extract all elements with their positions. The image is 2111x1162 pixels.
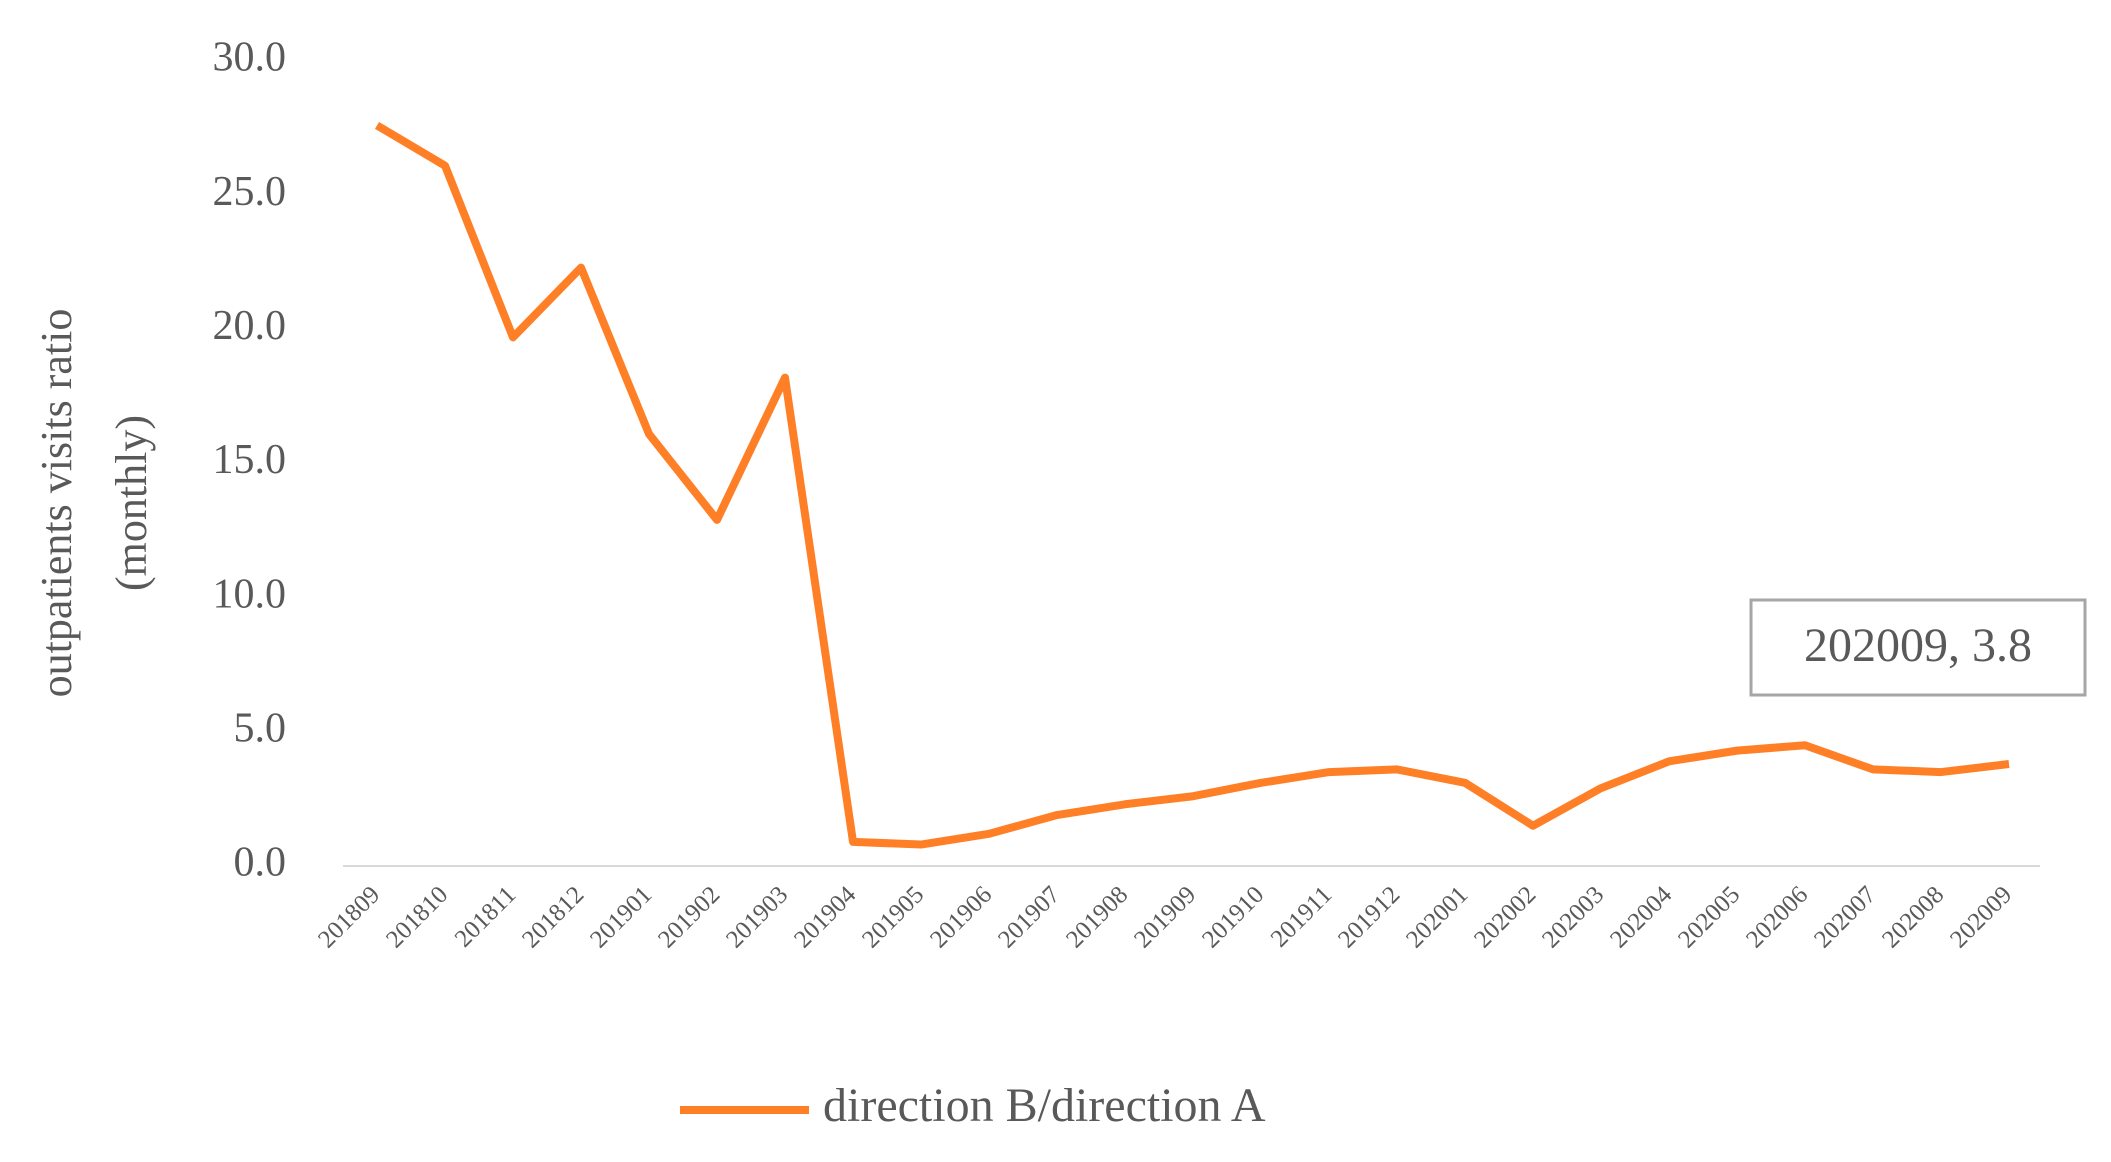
y-tick-label: 30.0 <box>213 35 287 81</box>
x-tick-label: 201907 <box>993 881 1065 953</box>
x-tick-label: 201905 <box>857 881 929 953</box>
x-tick-label: 202006 <box>1741 881 1813 953</box>
y-tick-label: 0.0 <box>234 840 287 886</box>
x-tick-label: 201902 <box>653 881 725 953</box>
x-tick-label: 201904 <box>789 881 861 953</box>
x-tick-label: 201906 <box>925 881 997 953</box>
x-tick-label: 201901 <box>585 881 657 953</box>
x-tick-label: 202002 <box>1469 881 1541 953</box>
legend-label: direction B/direction A <box>823 1079 1266 1132</box>
x-tick-label: 201810 <box>381 881 453 953</box>
x-tick-label: 201910 <box>1197 881 1269 953</box>
x-tick-label: 202004 <box>1605 881 1677 953</box>
x-tick-label: 201812 <box>517 881 589 953</box>
x-tick-label: 202003 <box>1537 881 1609 953</box>
x-tick-label: 201909 <box>1129 881 1201 953</box>
x-tick-label: 201903 <box>721 881 793 953</box>
x-tick-label: 201911 <box>1266 881 1337 952</box>
annotation: 202009, 3.8 <box>1804 619 2032 672</box>
y-tick-label: 15.0 <box>213 437 287 483</box>
x-tick-label: 201908 <box>1061 881 1133 953</box>
x-tick-label: 202007 <box>1809 881 1881 953</box>
y-axis-title-line: (monthly) <box>107 415 156 591</box>
y-tick-label: 25.0 <box>213 169 287 215</box>
y-tick-label: 5.0 <box>234 705 287 751</box>
y-axis-title-line: outpatients visits ratio <box>32 309 81 698</box>
x-tick-label: 201811 <box>450 881 521 952</box>
x-tick-label: 201912 <box>1333 881 1405 953</box>
data-line <box>374 121 2010 849</box>
y-tick-label: 20.0 <box>213 303 287 349</box>
x-tick-label: 201809 <box>313 881 385 953</box>
x-tick-label: 202009 <box>1945 881 2017 953</box>
x-tick-label: 202001 <box>1401 881 1473 953</box>
y-tick-label: 10.0 <box>213 571 287 617</box>
x-tick-label: 202005 <box>1673 881 1745 953</box>
x-tick-label: 202008 <box>1877 881 1949 953</box>
annotation-box <box>1749 598 2087 697</box>
y-axis-title: outpatients visits ratio (monthly) <box>32 309 156 698</box>
